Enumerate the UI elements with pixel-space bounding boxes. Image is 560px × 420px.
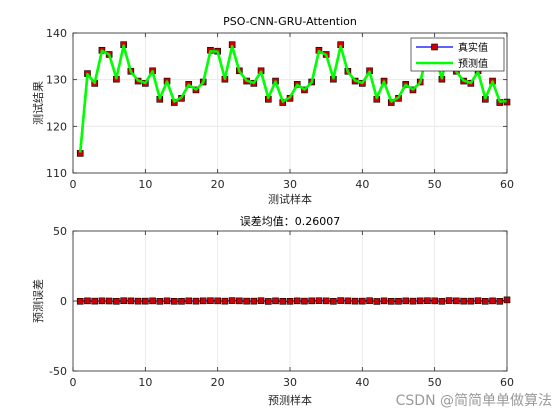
- bottom-data-point: [395, 297, 402, 305]
- legend: 真实值 预测值: [410, 37, 505, 72]
- bottom-data-point: [163, 297, 171, 305]
- bottom-data-point: [272, 297, 279, 305]
- legend-label-pred: 预测值: [458, 57, 488, 70]
- bottom-data-point: [228, 297, 236, 304]
- top-x-tick-label: 50: [428, 178, 442, 191]
- bottom-data-point: [134, 297, 142, 305]
- top-y-label: 测试结果: [32, 81, 45, 125]
- bottom-x-tick-label: 30: [283, 376, 297, 389]
- top-ticks: 0 10 20 30 40 50 60 110 120 130 140: [46, 27, 514, 191]
- top-x-label: 测试样本: [268, 192, 312, 206]
- top-y-tick-label: 120: [46, 120, 67, 133]
- bottom-data-point: [243, 297, 250, 305]
- bottom-data-point: [192, 297, 200, 305]
- top-x-tick-label: 30: [283, 178, 297, 191]
- bottom-data-point: [156, 297, 164, 305]
- bottom-data-point: [185, 297, 193, 305]
- bottom-data-point: [416, 297, 424, 305]
- bottom-data-point: [366, 297, 373, 305]
- bottom-data-point: [250, 297, 258, 305]
- bottom-data-point: [120, 297, 127, 305]
- bottom-data-point: [308, 297, 316, 305]
- legend-marker-true: [431, 43, 438, 51]
- bottom-y-tick-label: 0: [60, 295, 67, 308]
- bottom-data-point: [344, 297, 352, 305]
- bottom-data-point: [322, 297, 330, 305]
- top-chart-title: PSO-CNN-GRU-Attention: [223, 15, 357, 28]
- bottom-x-tick-label: 0: [70, 376, 77, 389]
- bottom-data-point: [236, 297, 243, 305]
- bottom-chart-title: 误差均值：0.26007: [240, 214, 341, 228]
- bottom-data-point: [474, 297, 482, 305]
- bottom-data-point: [330, 297, 337, 305]
- bottom-data-point: [424, 297, 431, 305]
- bottom-data-point: [178, 297, 185, 305]
- bottom-data-point: [105, 297, 113, 305]
- bottom-x-tick-label: 60: [500, 376, 514, 389]
- bottom-data-point: [149, 297, 156, 305]
- bottom-data-point: [84, 297, 91, 305]
- bottom-data-point: [337, 297, 344, 304]
- bottom-data-point: [460, 297, 467, 305]
- bottom-data-point: [387, 297, 395, 305]
- bottom-data-point: [199, 297, 207, 305]
- bottom-data-point: [91, 297, 98, 305]
- bottom-data-point: [170, 297, 178, 305]
- bottom-data-point: [279, 297, 287, 305]
- bottom-x-tick-label: 50: [428, 376, 442, 389]
- bottom-data-point: [373, 298, 381, 305]
- bottom-data-point: [301, 297, 308, 305]
- bottom-data-point: [359, 297, 366, 305]
- bottom-data-point: [142, 297, 149, 305]
- top-y-tick-label: 140: [46, 27, 67, 40]
- legend-label-true: 真实值: [458, 41, 488, 54]
- bottom-data-point: [286, 297, 294, 305]
- bottom-data-point: [76, 297, 84, 305]
- bottom-data-point: [489, 297, 496, 305]
- bottom-data-point: [214, 297, 221, 305]
- bottom-data-point: [207, 297, 214, 305]
- top-x-tick-label: 10: [138, 178, 152, 191]
- top-x-tick-label: 20: [211, 178, 225, 191]
- legend-box: [410, 37, 505, 72]
- bottom-data-point: [221, 297, 229, 305]
- bottom-x-tick-label: 40: [355, 376, 369, 389]
- bottom-data-point: [380, 297, 388, 305]
- bottom-data-point: [431, 297, 438, 305]
- bottom-data-point: [496, 297, 504, 305]
- bottom-data-point: [481, 297, 489, 305]
- bottom-data-point: [402, 297, 410, 305]
- bottom-data-point: [351, 297, 359, 305]
- bottom-data-point: [98, 297, 106, 305]
- top-y-tick-label: 110: [46, 167, 67, 180]
- top-x-tick-label: 0: [70, 178, 77, 191]
- bottom-x-label: 预测样本: [268, 393, 312, 407]
- bottom-series: [76, 296, 511, 305]
- bottom-data-point: [467, 297, 475, 305]
- bottom-x-tick-label: 20: [211, 376, 225, 389]
- bottom-y-label: 预测误差: [31, 279, 45, 323]
- bottom-data-point: [453, 297, 460, 305]
- bottom-data-point: [445, 297, 453, 304]
- watermark: CSDN @简简单单做算法: [396, 392, 552, 409]
- bottom-data-point: [264, 298, 272, 305]
- top-chart: PSO-CNN-GRU-Attention 0 10 20 30 40 50 60 110 12…: [32, 15, 514, 206]
- bottom-data-point: [315, 297, 323, 305]
- bottom-data-point: [257, 297, 265, 305]
- bottom-y-tick-label: -50: [49, 365, 67, 378]
- bottom-data-point: [127, 297, 135, 305]
- bottom-y-tick-label: 50: [53, 225, 67, 238]
- top-y-tick-label: 130: [46, 74, 67, 87]
- bottom-data-point: [293, 297, 301, 305]
- top-x-tick-label: 40: [355, 178, 369, 191]
- bottom-data-point: [409, 297, 417, 305]
- bottom-x-tick-label: 10: [138, 376, 152, 389]
- top-x-tick-label: 60: [500, 178, 514, 191]
- bottom-data-point: [438, 297, 446, 305]
- bottom-data-point: [113, 297, 120, 305]
